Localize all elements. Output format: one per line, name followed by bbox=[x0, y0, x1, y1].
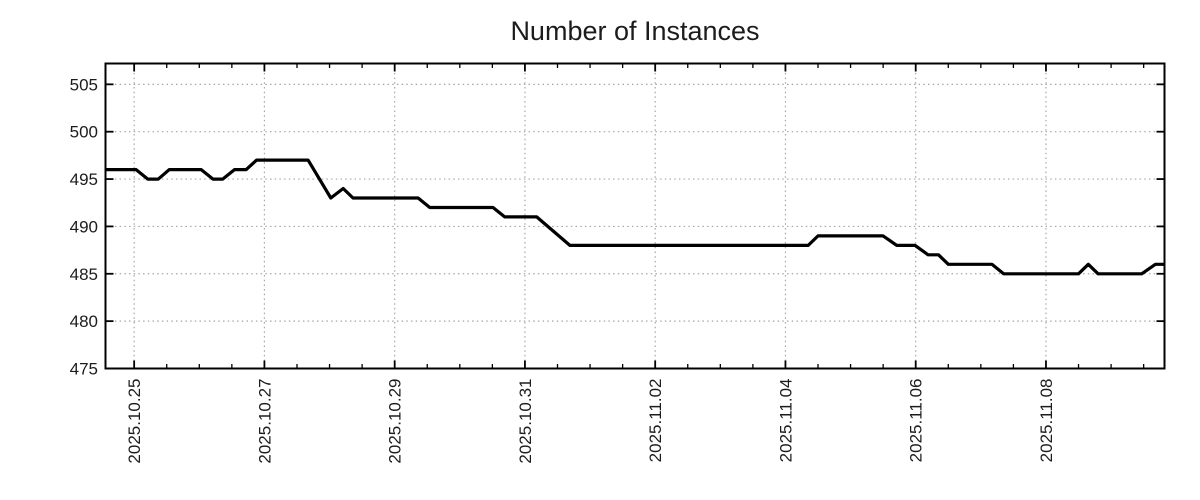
y-tick-label: 495 bbox=[70, 170, 98, 189]
x-tick-label: 2025.11.06 bbox=[907, 379, 926, 463]
x-tick-label: 2025.10.29 bbox=[386, 379, 405, 464]
y-tick-label: 500 bbox=[70, 123, 98, 142]
label-layer: 2025.10.25 2025.10.27 2025.10.29 2025.10.31… bbox=[70, 75, 1056, 463]
y-tick-label: 485 bbox=[70, 265, 98, 284]
y-tick-label: 475 bbox=[70, 360, 98, 379]
y-tick-label: 480 bbox=[70, 312, 98, 331]
x-tick-label: 2025.10.27 bbox=[255, 379, 274, 464]
frame-layer bbox=[104, 62, 1166, 370]
chart-title: Number of Instances bbox=[510, 16, 759, 46]
y-tick-label: 505 bbox=[70, 75, 98, 94]
data-line-instances bbox=[105, 158, 1165, 276]
x-tick-label: 2025.11.02 bbox=[646, 379, 665, 463]
y-tick-label: 490 bbox=[70, 217, 98, 236]
x-tick-label: 2025.10.31 bbox=[516, 379, 535, 464]
x-tick-label: 2025.11.08 bbox=[1037, 379, 1056, 463]
series-layer bbox=[105, 158, 1165, 276]
grid-layer bbox=[105, 63, 1165, 370]
x-tick-label: 2025.10.25 bbox=[125, 379, 144, 464]
axis-frame bbox=[104, 62, 1166, 370]
x-tick-label: 2025.11.04 bbox=[776, 379, 795, 463]
